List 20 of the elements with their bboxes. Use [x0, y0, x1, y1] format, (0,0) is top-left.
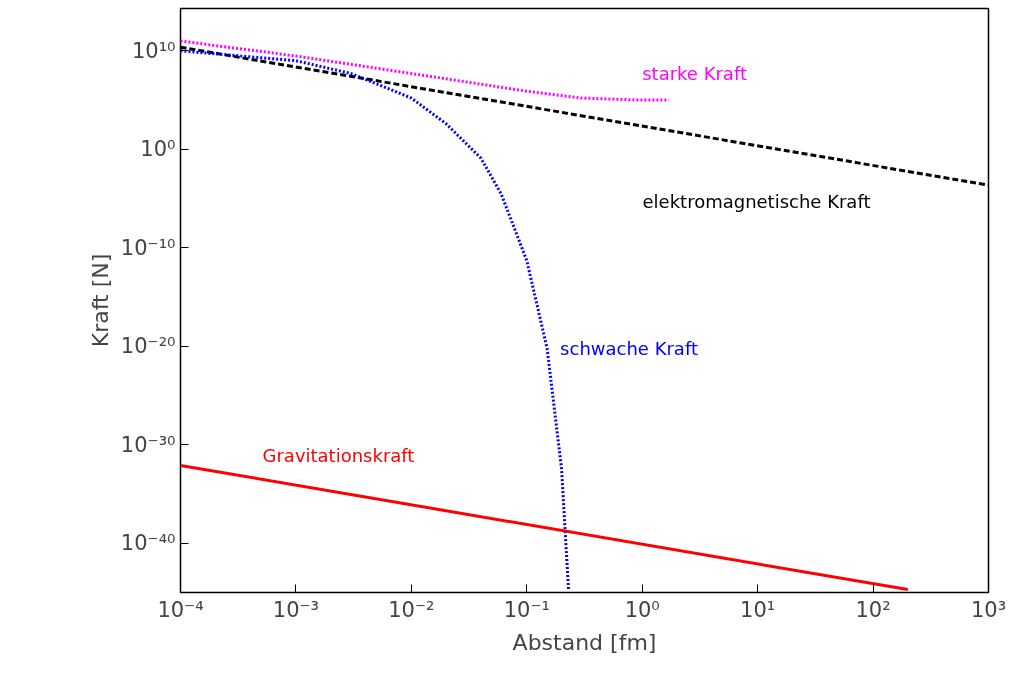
series-label: starke Kraft — [642, 62, 747, 84]
y-tick-label: 10¹⁰ — [131, 38, 176, 63]
x-tick-label: 10⁻⁴ — [157, 597, 204, 622]
y-tick-label: 10⁻²⁰ — [120, 334, 176, 359]
y-tick-label: 10⁻⁴⁰ — [120, 531, 176, 556]
series-label: elektromagnetische Kraft — [642, 190, 871, 212]
x-tick-label: 10² — [855, 597, 891, 622]
y-axis-title: Kraft [N] — [87, 253, 113, 348]
x-tick-label: 10⁻¹ — [503, 597, 550, 622]
y-tick-label: 10⁰ — [140, 137, 176, 162]
x-tick-label: 10⁰ — [624, 597, 660, 622]
series-label: schwache Kraft — [560, 337, 698, 359]
y-tick-label: 10⁻¹⁰ — [120, 235, 176, 260]
series-label: Gravitationskraft — [262, 444, 415, 466]
x-tick-label: 10⁻³ — [272, 597, 320, 622]
x-axis-title: Abstand [fm] — [512, 629, 657, 655]
x-tick-label: 10³ — [970, 597, 1007, 622]
x-tick-label: 10¹ — [740, 597, 776, 622]
y-tick-label: 10⁻³⁰ — [120, 432, 176, 457]
x-tick-label: 10⁻² — [388, 597, 435, 622]
